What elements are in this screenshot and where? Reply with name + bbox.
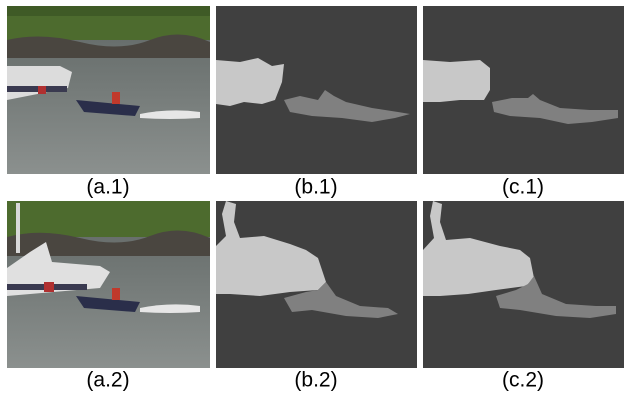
caption: (c.2) bbox=[502, 369, 544, 392]
segmentation-b2 bbox=[216, 201, 417, 368]
segmentation-c2 bbox=[423, 201, 624, 368]
caption: (a.2) bbox=[86, 369, 129, 392]
segmentation-c1 bbox=[423, 6, 624, 174]
caption: (c.1) bbox=[502, 176, 544, 199]
segmentation-b1 bbox=[216, 6, 417, 174]
caption: (a.1) bbox=[86, 176, 129, 199]
photo-a2 bbox=[7, 201, 210, 368]
caption: (b.1) bbox=[294, 176, 337, 199]
figure: (a.1) (b.1) (c.1) (a.2) (b.2) (c.2) bbox=[0, 0, 624, 393]
photo-a1 bbox=[7, 6, 210, 174]
caption: (b.2) bbox=[294, 369, 337, 392]
page: (a.1) (b.1) (c.1) (a.2) (b.2) (c.2) (() … bbox=[0, 0, 624, 393]
